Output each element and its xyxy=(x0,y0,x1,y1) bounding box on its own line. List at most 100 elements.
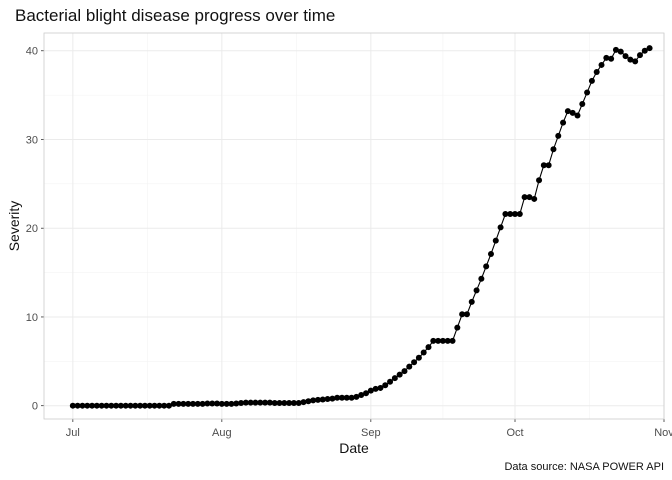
data-point xyxy=(420,349,427,356)
data-point xyxy=(84,402,91,409)
data-point xyxy=(598,61,605,68)
data-point xyxy=(271,400,278,407)
data-point xyxy=(463,311,470,318)
data-point xyxy=(579,100,586,107)
x-tick-label: Jul xyxy=(66,427,80,439)
data-point xyxy=(468,298,475,305)
data-point xyxy=(305,398,312,405)
data-point xyxy=(574,112,581,119)
y-tick-label: 20 xyxy=(26,223,38,235)
data-point xyxy=(108,402,115,409)
data-point xyxy=(252,399,259,406)
data-point xyxy=(204,400,211,407)
data-point xyxy=(141,402,148,409)
data-point xyxy=(377,384,384,391)
data-point xyxy=(358,392,365,399)
data-point xyxy=(439,337,446,344)
axis-layer: 0 10 20 30 40 Jul Aug Sep Oct Nov xyxy=(26,32,672,439)
data-point xyxy=(89,402,96,409)
data-point xyxy=(348,394,355,401)
data-point xyxy=(473,287,480,294)
data-point xyxy=(93,402,100,409)
data-point xyxy=(372,385,379,392)
data-point xyxy=(228,400,235,407)
data-point xyxy=(233,400,240,407)
data-point xyxy=(98,402,105,409)
data-point xyxy=(401,368,408,375)
x-tick-label: Nov xyxy=(654,427,672,439)
data-point xyxy=(103,402,110,409)
data-point xyxy=(276,400,283,407)
data-point xyxy=(324,396,331,403)
data-point xyxy=(161,402,168,409)
series-line xyxy=(72,47,650,407)
data-point xyxy=(242,399,249,406)
y-tick-label: 40 xyxy=(26,46,38,58)
data-point xyxy=(343,394,350,401)
data-point xyxy=(132,402,139,409)
data-point xyxy=(406,363,413,370)
data-point xyxy=(459,311,466,318)
y-tick-label: 0 xyxy=(32,401,38,413)
data-point xyxy=(180,400,187,407)
data-point xyxy=(189,400,196,407)
data-point xyxy=(545,162,552,169)
x-axis-title: Date xyxy=(339,440,369,456)
data-point xyxy=(396,371,403,378)
data-point xyxy=(334,394,341,401)
data-point xyxy=(127,402,134,409)
data-point xyxy=(646,45,653,52)
data-point xyxy=(415,354,422,361)
data-point xyxy=(588,77,595,84)
data-point xyxy=(411,359,418,366)
data-point xyxy=(151,402,158,409)
y-tick-label: 10 xyxy=(26,312,38,324)
data-point xyxy=(214,400,221,407)
data-point xyxy=(146,402,153,409)
x-tick-label: Aug xyxy=(212,427,232,439)
data-point xyxy=(223,400,230,407)
data-point xyxy=(603,54,610,61)
data-point xyxy=(560,119,567,126)
data-point xyxy=(497,224,504,231)
data-point xyxy=(516,211,523,218)
data-point xyxy=(295,400,302,407)
data-point xyxy=(526,194,533,201)
data-point xyxy=(300,399,307,406)
y-tick-label: 30 xyxy=(26,134,38,146)
data-point xyxy=(391,375,398,382)
data-point xyxy=(69,402,76,409)
x-tick-label: Oct xyxy=(506,427,523,439)
data-point xyxy=(117,402,124,409)
data-point xyxy=(185,400,192,407)
data-point xyxy=(319,396,326,403)
data-point xyxy=(435,337,442,344)
data-point xyxy=(199,400,206,407)
data-point xyxy=(113,402,120,409)
data-point xyxy=(266,399,273,406)
data-point xyxy=(641,47,648,54)
data-point xyxy=(636,52,643,59)
data-point xyxy=(444,337,451,344)
data-point xyxy=(425,344,432,351)
data-point xyxy=(281,400,288,407)
grid-layer xyxy=(44,33,665,419)
data-point xyxy=(593,69,600,76)
data-point xyxy=(502,211,509,218)
data-point xyxy=(536,177,543,184)
data-point xyxy=(512,211,519,218)
data-point xyxy=(387,378,394,385)
data-point xyxy=(382,382,389,389)
chart-caption: Data source: NASA POWER API xyxy=(504,461,664,473)
data-point xyxy=(454,324,461,331)
data-point xyxy=(194,400,201,407)
data-point xyxy=(238,400,245,407)
data-point xyxy=(165,402,172,409)
y-axis-title: Severity xyxy=(6,201,22,252)
data-point xyxy=(492,237,499,244)
data-point xyxy=(487,250,494,257)
panel-border xyxy=(43,32,665,420)
data-point xyxy=(449,337,456,344)
data-point xyxy=(632,58,639,65)
